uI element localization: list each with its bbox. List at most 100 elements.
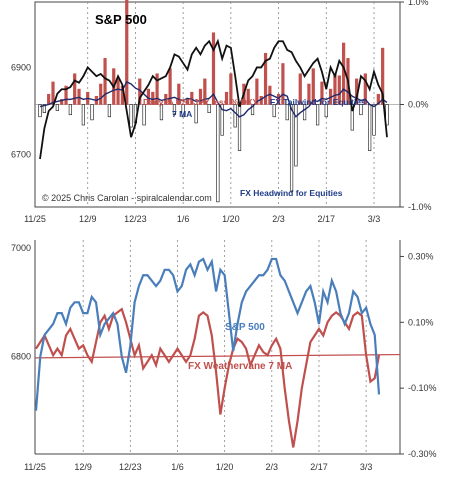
fx-bar — [155, 73, 159, 105]
fx-bar — [294, 104, 298, 167]
fx-bar — [324, 104, 328, 118]
chart-title: S&P 500 — [95, 12, 147, 27]
x-tick-label: 12/23 — [119, 462, 142, 472]
fx-bar — [237, 104, 242, 151]
fx-bar — [38, 104, 42, 118]
fx-bar — [103, 58, 107, 105]
fx-bar — [99, 83, 103, 105]
fx-bar — [363, 73, 367, 105]
fx-bar — [64, 85, 68, 105]
fx-bar — [129, 104, 133, 128]
fx-bar — [216, 104, 220, 203]
right-tick-label: -0.30% — [408, 449, 437, 459]
right-tick-label: -0.10% — [408, 383, 437, 393]
fx-bar — [289, 104, 294, 192]
fx-bar — [285, 104, 289, 121]
x-tick-label: 12/9 — [74, 462, 92, 472]
x-tick-label: 1/6 — [171, 462, 184, 472]
x-tick-label: 3/3 — [368, 214, 381, 224]
x-tick-label: 2/3 — [266, 462, 279, 472]
fx-bar — [250, 104, 255, 116]
fx-weathervane-chart: 11/25 12/9 12/23 1/6 1/20 2/3 2/17 3/3 7000 6800 0… — [11, 240, 437, 472]
fx-bar — [125, 0, 129, 105]
left-tick-label: 6700 — [11, 150, 31, 160]
left-tick-label: 7000 — [11, 243, 31, 253]
left-tick-label: 6900 — [11, 62, 31, 72]
right-tick-label: 0.10% — [408, 317, 434, 327]
fx-bar — [211, 32, 216, 105]
x-tick-label: 3/3 — [360, 462, 373, 472]
fx-bar — [42, 104, 46, 113]
fx-bar — [263, 52, 268, 105]
fx-bar — [68, 104, 72, 116]
x-tick-label: 11/25 — [24, 462, 46, 472]
x-tick-label: 12/23 — [124, 214, 147, 224]
fx-bar — [385, 104, 389, 126]
fx-bar — [298, 73, 302, 105]
x-tick-label: 11/25 — [24, 214, 46, 224]
fx-bar — [350, 104, 354, 131]
fx-bar — [207, 104, 211, 113]
fx-bar — [302, 104, 307, 121]
fx-bar — [381, 47, 385, 105]
right-tick-label: 0.0% — [408, 100, 429, 110]
tailwind-label: FX Tailwind for Equities — [270, 97, 366, 107]
fx-bar — [177, 83, 181, 105]
spx-label: S&P 500 — [225, 322, 265, 333]
fx-bar — [198, 88, 203, 105]
headwind-label: FX Headwind for Equities — [240, 188, 343, 198]
fx-bar — [203, 78, 207, 105]
fx-bar — [368, 104, 372, 151]
fx-bar — [181, 104, 185, 118]
fx-bar — [281, 63, 285, 105]
fx-bar — [233, 104, 237, 128]
fx-bar — [246, 88, 250, 105]
series-label: Daily % USDJPY less % DXY — [143, 97, 258, 107]
fx-bar — [272, 104, 276, 118]
fx-bar — [159, 104, 164, 121]
right-tick-label: 0.30% — [408, 251, 434, 261]
x-tick-label: 1/20 — [222, 214, 240, 224]
weathervane-line — [35, 307, 381, 448]
right-tick-label: 1.0% — [408, 0, 429, 7]
fx-bar — [142, 104, 146, 126]
fx-bar — [185, 99, 190, 105]
fx-bar — [55, 104, 59, 111]
fx-bar — [229, 73, 233, 105]
x-tick-label: 12/9 — [79, 214, 97, 224]
fx-bar — [311, 68, 315, 105]
fx-bar — [194, 104, 198, 124]
usdjpy-dxy-chart: 11/25 12/9 12/23 1/6 1/20 2/3 2/17 3/3 6900 6700 1… — [11, 0, 432, 224]
fx-bar — [342, 42, 346, 105]
ma-label: 7 MA — [172, 109, 192, 119]
weathervane-label: FX Weathervane 7 MA — [188, 361, 292, 372]
fx-bar — [255, 78, 259, 105]
fx-bar — [81, 104, 85, 126]
fx-bar — [116, 78, 120, 105]
fx-bar — [107, 104, 112, 118]
fx-bar — [276, 93, 281, 105]
fx-bar — [315, 104, 320, 126]
fx-bar — [90, 104, 94, 121]
x-tick-label: 2/17 — [318, 214, 336, 224]
copyright: © 2025 Chris Carolan - spiralcalendar.co… — [42, 193, 212, 203]
fx-bar — [60, 99, 64, 105]
right-tick-label: -1.0% — [408, 202, 432, 212]
fx-bar — [220, 104, 224, 136]
trend-line — [34, 353, 401, 359]
x-tick-label: 1/20 — [216, 462, 234, 472]
fx-bar — [172, 104, 177, 116]
fx-bar — [337, 75, 341, 105]
spx-line — [39, 38, 388, 160]
fx-bar — [47, 93, 51, 105]
x-tick-label: 2/3 — [272, 214, 285, 224]
ma-line — [39, 81, 388, 118]
fx-bar — [307, 83, 311, 105]
spx-line — [34, 257, 381, 411]
fx-bar — [372, 104, 376, 136]
fx-bar — [359, 104, 363, 116]
fx-bar — [224, 91, 229, 105]
fx-bar — [320, 81, 324, 105]
fx-bar — [376, 93, 380, 105]
x-tick-label: 1/6 — [177, 214, 190, 224]
